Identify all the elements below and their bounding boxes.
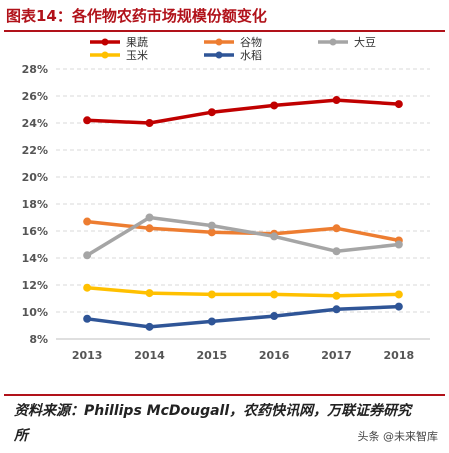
data-point	[270, 312, 279, 321]
data-point	[83, 217, 92, 226]
legend-label: 果蔬	[126, 36, 148, 49]
legend-label: 水稻	[240, 49, 262, 62]
series-line	[87, 285, 399, 298]
legend-marker	[215, 38, 223, 46]
legend-label: 玉米	[126, 49, 148, 62]
x-tick-label: 2015	[197, 349, 228, 362]
series-line	[87, 219, 400, 243]
data-point	[145, 322, 154, 331]
figure-title: 图表14：各作物农药市场规模份额变化	[6, 7, 267, 25]
data-point	[207, 108, 216, 117]
data-point	[332, 96, 341, 105]
y-tick-label: 18%	[22, 198, 48, 211]
legend-marker	[101, 51, 109, 59]
y-tick-label: 10%	[22, 306, 48, 319]
data-point	[207, 317, 216, 326]
y-tick-label: 8%	[29, 333, 48, 346]
x-tick-label: 2016	[259, 349, 290, 362]
source-note: 资料来源：Phillips McDougall，农药快讯网，万联证券研究所	[14, 403, 412, 444]
y-tick-label: 24%	[22, 117, 48, 130]
x-tick-label: 2017	[321, 349, 352, 362]
data-point	[207, 221, 216, 230]
y-tick-label: 16%	[22, 225, 48, 238]
x-tick-label: 2014	[134, 349, 165, 362]
data-point	[332, 291, 341, 300]
data-point	[207, 290, 216, 299]
legend-label: 大豆	[354, 35, 376, 49]
x-tick-label: 2018	[384, 349, 415, 362]
data-point	[83, 314, 92, 323]
legend-marker	[101, 38, 109, 46]
x-tick-label: 2013	[72, 349, 103, 362]
data-point	[83, 283, 92, 292]
data-point	[145, 213, 154, 222]
y-tick-label: 12%	[22, 279, 48, 292]
data-point	[332, 247, 341, 256]
series-line	[87, 98, 399, 125]
data-point	[332, 224, 341, 233]
data-point	[394, 290, 403, 299]
watermark: 头条 @未来智库	[354, 427, 441, 445]
data-point	[270, 101, 279, 110]
data-point	[270, 232, 279, 241]
title-divider	[4, 30, 445, 32]
data-point	[145, 289, 154, 298]
legend-label: 谷物	[240, 35, 262, 49]
data-point	[394, 302, 403, 311]
data-point	[394, 240, 403, 249]
legend-marker	[329, 38, 337, 46]
data-point	[270, 290, 279, 299]
series-line	[86, 215, 399, 257]
data-point	[83, 251, 92, 260]
y-tick-label: 22%	[22, 144, 48, 157]
line-chart: 8% 10% 12% 14% 16% 18% 20% 22% 24% 26% 28% 2013 2014…	[22, 35, 430, 362]
data-point	[394, 100, 403, 109]
legend-marker	[215, 51, 223, 59]
y-tick-label: 14%	[22, 252, 48, 265]
source-divider	[4, 394, 445, 396]
data-point	[207, 228, 216, 237]
data-point	[145, 119, 154, 127]
data-point	[145, 224, 154, 233]
y-tick-label: 20%	[22, 171, 48, 184]
data-point	[332, 305, 341, 314]
y-tick-label: 26%	[22, 90, 48, 103]
series-line	[86, 304, 399, 329]
data-point	[83, 116, 92, 125]
y-tick-label: 28%	[22, 63, 48, 76]
